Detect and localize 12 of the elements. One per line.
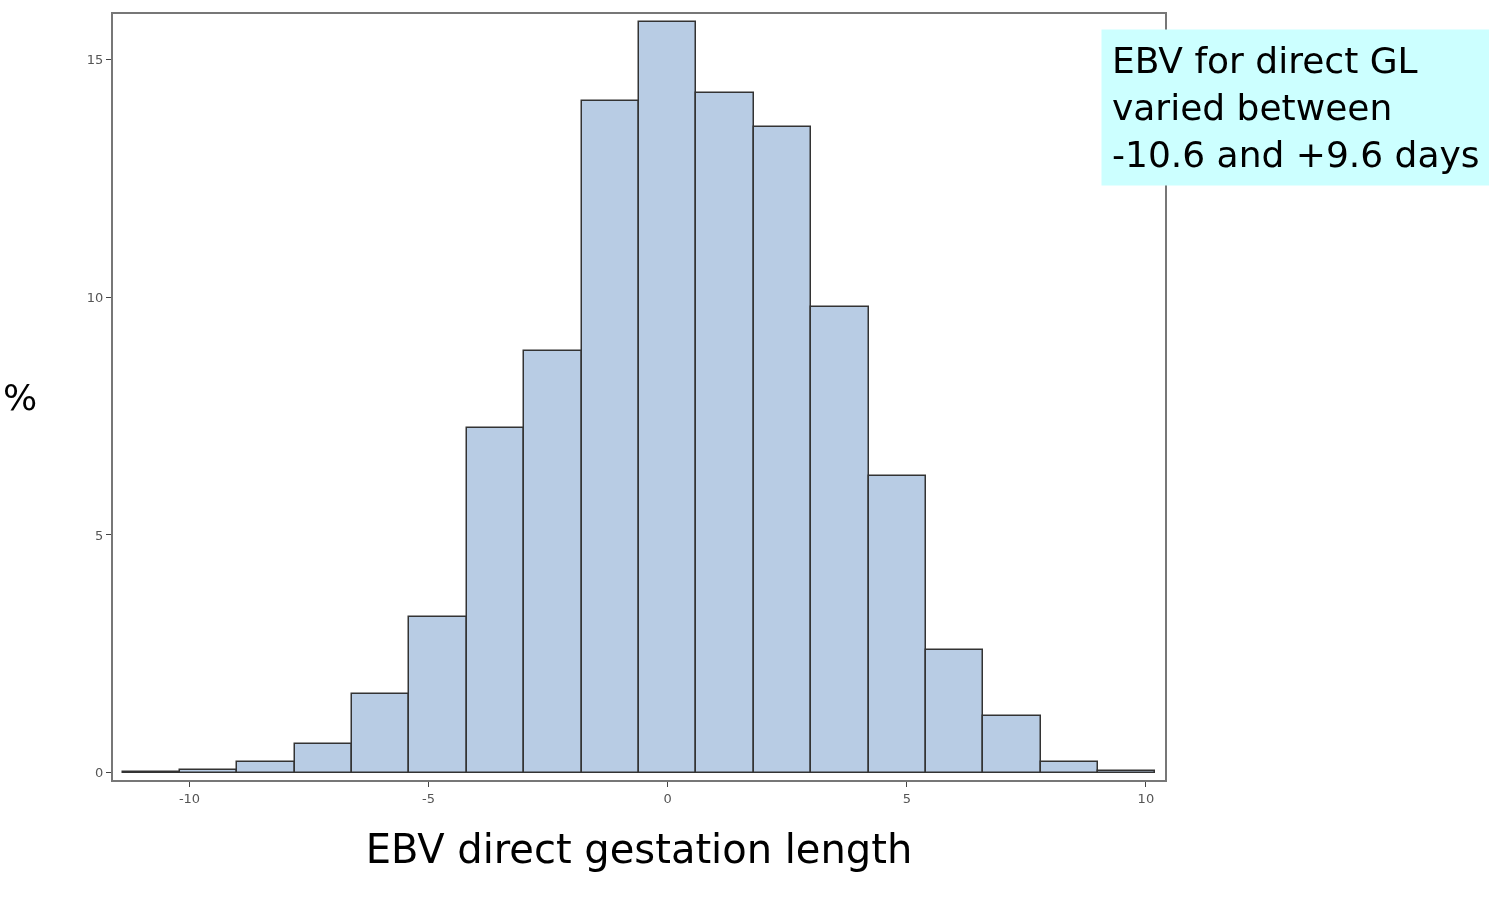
y-tick-label: 15 <box>86 51 104 67</box>
x-tick-label: -10 <box>178 790 201 806</box>
x-tick-label: 0 <box>663 790 672 806</box>
x-tick-label: -5 <box>422 790 436 806</box>
y-tick-label: 10 <box>86 289 104 305</box>
y-tick-label: 5 <box>95 527 104 543</box>
x-tick-label: 5 <box>902 790 911 806</box>
y-tick-label: 0 <box>95 765 104 781</box>
y-axis-title: % <box>3 377 38 418</box>
annotation: EBV for direct GL varied between -10.6 and +9.6 days <box>1112 40 1480 175</box>
x-axis-title: EBV direct gestation length <box>365 825 913 872</box>
x-tick-label: 10 <box>1137 790 1155 806</box>
